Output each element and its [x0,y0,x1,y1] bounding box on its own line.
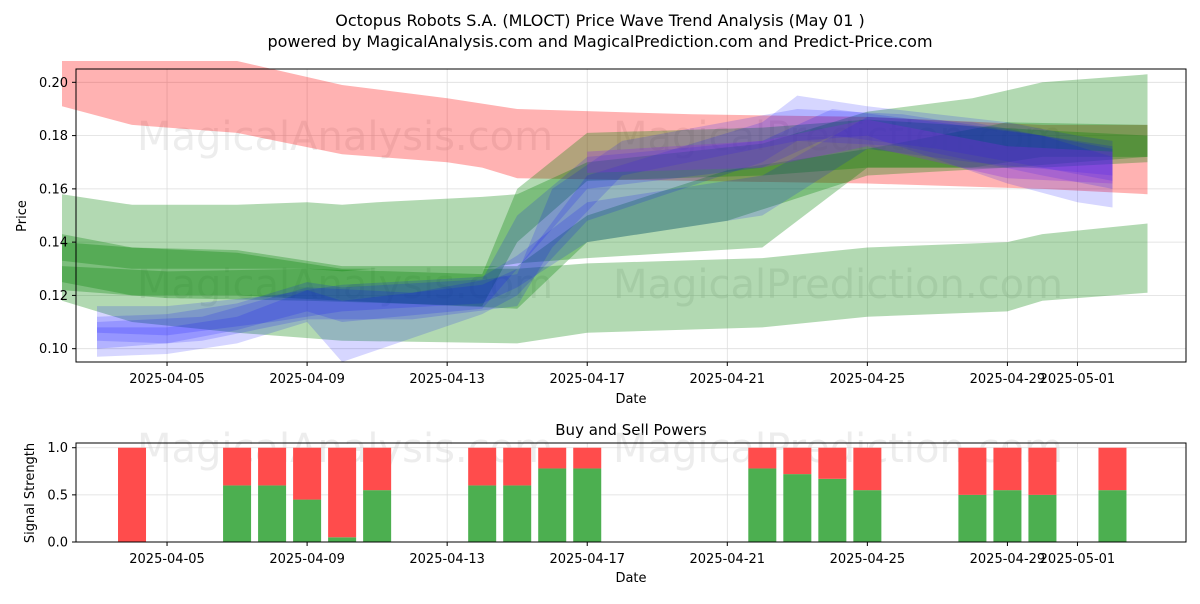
signal-x-tick-label: 2025-04-17 [549,552,625,567]
buy-bar [293,499,322,542]
price-band-blue-7 [97,116,1113,336]
signal-y-ticks: 0.0 0.5 1.0 [47,441,76,551]
price-band-blue-6 [97,109,1113,344]
price-band-green-4 [62,119,1148,307]
buy-bar [748,468,777,542]
buy-bar [1028,494,1057,542]
price-y-ticks: 0.10 0.12 0.14 0.16 0.18 0.20 [39,76,76,357]
price-x-tick-label: 2025-04-17 [549,372,625,387]
buy-bar [573,468,602,542]
signal-plot: Buy and Sell Powers MagicalAnalysis.comM… [23,421,1187,586]
signal-x-tick-label: 2025-05-01 [1040,552,1116,567]
price-band-blue-8 [97,109,1113,349]
price-watermarks: MagicalAnalysis.com MagicalPrediction.com… [137,114,1063,308]
price-band-blue-5 [97,95,1113,362]
signal-y-tick-label: 1.0 [47,441,68,456]
signal-y-label: Signal Strength [23,443,38,543]
buy-bar [993,490,1022,542]
sell-bar [363,447,392,491]
signal-x-tick-label: 2025-04-29 [970,552,1046,567]
sell-bar [328,447,357,538]
price-band-green-2 [62,223,1148,344]
buy-bar [363,490,392,542]
price-x-tick-label: 2025-04-09 [269,372,345,387]
sell-bar [1028,447,1057,495]
price-x-label: Date [615,392,646,407]
price-plot: MagicalAnalysis.com MagicalPrediction.com… [15,61,1187,407]
sell-bar [293,447,322,500]
signal-x-tick-label: 2025-04-21 [690,552,766,567]
buy-bar [468,485,497,542]
buy-bar [223,485,252,542]
chart-title: Octopus Robots S.A. (MLOCT) Price Wave T… [335,11,864,30]
price-y-tick-label: 0.14 [39,236,68,251]
signal-plot-frame [75,442,1187,543]
price-band-red-0 [62,61,1148,195]
buy-bar [958,494,987,542]
buy-bar [783,474,812,542]
watermark-text: MagicalPrediction.com [613,114,1063,160]
price-x-ticks: 2025-04-05 2025-04-09 2025-04-13 2025-04-17… [129,362,1115,387]
signal-y-tick-label: 0.0 [47,536,68,551]
sell-bar [118,447,147,542]
buy-bar [258,485,287,542]
price-band-green-3 [62,122,1148,309]
sell-bar [538,447,567,469]
signal-title: Buy and Sell Powers [555,421,707,439]
sell-bar [958,447,987,495]
sell-bar [748,447,777,469]
watermark-text: MagicalAnalysis.com [137,262,553,308]
sell-bar [573,447,602,469]
signal-x-ticks: 2025-04-05 2025-04-09 2025-04-13 2025-04-17… [129,542,1115,567]
signal-x-tick-label: 2025-04-25 [830,552,906,567]
sell-bar [783,447,812,475]
sell-bar [993,447,1022,491]
sell-bar [258,447,287,486]
price-y-tick-label: 0.12 [39,289,68,304]
buy-bar [1098,490,1127,542]
sell-bar [223,447,252,486]
price-x-tick-label: 2025-04-05 [129,372,205,387]
buy-bar [818,478,847,542]
price-x-tick-label: 2025-04-21 [690,372,766,387]
signal-x-label: Date [615,571,646,586]
sell-bar [1098,447,1127,491]
sell-bar [468,447,497,486]
price-band-purple-9 [587,119,1113,184]
sell-bar [853,447,882,491]
price-plot-frame [75,68,1187,363]
sell-bar [818,447,847,479]
buy-bar [328,537,357,542]
buy-bar [503,485,532,542]
price-x-tick-label: 2025-04-29 [970,372,1046,387]
signal-x-tick-label: 2025-04-05 [129,552,205,567]
price-x-tick-label: 2025-05-01 [1040,372,1116,387]
price-x-tick-label: 2025-04-13 [409,372,485,387]
price-y-tick-label: 0.16 [39,182,68,197]
price-bands [62,61,1148,362]
sell-bar [503,447,532,486]
buy-bar [853,490,882,542]
price-y-tick-label: 0.10 [39,342,68,357]
signal-bars [118,447,1127,542]
watermark-text: MagicalPrediction.com [613,262,1063,308]
price-x-tick-label: 2025-04-25 [830,372,906,387]
price-y-tick-label: 0.20 [39,76,68,91]
signal-y-tick-label: 0.5 [47,488,68,503]
price-y-tick-label: 0.18 [39,129,68,144]
chart-subtitle: powered by MagicalAnalysis.com and Magic… [267,32,932,51]
signal-x-tick-label: 2025-04-13 [409,552,485,567]
price-grid [76,69,1186,362]
price-y-label: Price [15,200,30,232]
buy-bar [538,468,567,542]
watermark-text: MagicalAnalysis.com [137,114,553,160]
price-band-green-1 [62,74,1148,272]
signal-x-tick-label: 2025-04-09 [269,552,345,567]
